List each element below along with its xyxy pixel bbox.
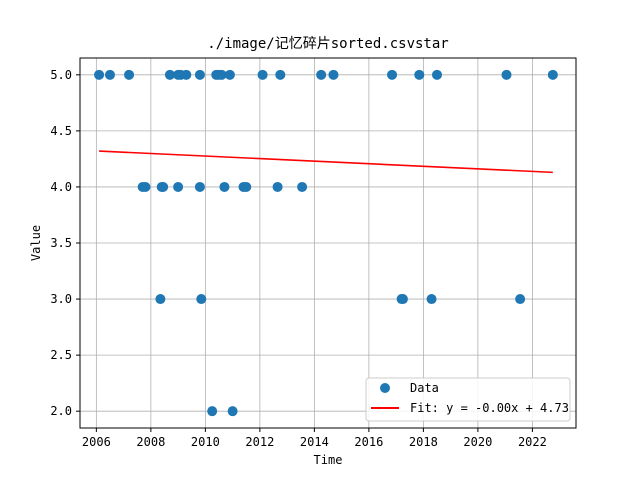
data-point <box>241 181 252 192</box>
x-axis-label: Time <box>314 453 343 467</box>
data-point <box>275 69 286 80</box>
data-point <box>173 181 184 192</box>
x-axis-ticks: 2006 2008 2010 2012 2014 2016 2018 2020 2022 <box>82 428 547 449</box>
legend-fit-label: Fit: y = -0.00x + 4.73 <box>410 401 569 415</box>
data-point <box>397 294 408 305</box>
data-point <box>257 69 268 80</box>
data-point <box>164 69 175 80</box>
fit-line-layer <box>99 150 553 174</box>
data-point <box>196 294 207 305</box>
data-point <box>181 69 192 80</box>
data-point <box>94 69 105 80</box>
data-point <box>515 294 526 305</box>
data-point <box>140 181 151 192</box>
x-tick-label: 2010 <box>191 435 220 449</box>
data-point <box>194 181 205 192</box>
x-tick-label: 2006 <box>82 435 111 449</box>
data-point <box>216 69 227 80</box>
data-point <box>227 406 238 417</box>
x-tick-label: 2018 <box>409 435 438 449</box>
data-point <box>547 69 558 80</box>
x-tick-label: 2022 <box>518 435 547 449</box>
data-point <box>272 181 283 192</box>
y-tick-label: 2.0 <box>50 404 72 418</box>
legend-data-marker <box>380 383 390 393</box>
data-point <box>297 181 308 192</box>
y-tick-label: 4.0 <box>50 180 72 194</box>
data-point <box>387 69 398 80</box>
legend-box <box>365 377 571 422</box>
x-tick-label: 2020 <box>463 435 492 449</box>
x-tick-label: 2014 <box>300 435 329 449</box>
fit-line <box>99 150 553 174</box>
data-point <box>219 181 230 192</box>
chart-title: ./image/记忆碎片sorted.csvstar <box>207 36 448 52</box>
y-tick-label: 5.0 <box>50 68 72 82</box>
y-tick-label: 3.5 <box>50 236 72 250</box>
data-point <box>328 69 339 80</box>
data-point <box>316 69 327 80</box>
x-tick-label: 2012 <box>245 435 274 449</box>
legend-data-label: Data <box>410 381 439 395</box>
data-point <box>414 69 425 80</box>
y-tick-label: 4.5 <box>50 124 72 138</box>
data-point <box>104 69 115 80</box>
data-point <box>432 69 443 80</box>
data-point <box>501 69 512 80</box>
data-point <box>224 69 235 80</box>
data-point <box>155 294 166 305</box>
legend: Data Fit: y = -0.00x + 4.73 <box>365 377 571 422</box>
data-point <box>194 69 205 80</box>
y-axis-ticks: 2.0 2.5 3.0 3.5 4.0 4.5 5.0 <box>50 68 80 418</box>
data-points <box>94 69 558 417</box>
y-tick-label: 2.5 <box>50 348 72 362</box>
y-tick-label: 3.0 <box>50 292 72 306</box>
y-axis-label: Value <box>29 225 43 261</box>
x-tick-label: 2016 <box>354 435 383 449</box>
data-point <box>426 294 437 305</box>
data-point <box>207 406 218 417</box>
x-tick-label: 2008 <box>136 435 165 449</box>
data-point <box>158 181 169 192</box>
data-point <box>124 69 135 80</box>
